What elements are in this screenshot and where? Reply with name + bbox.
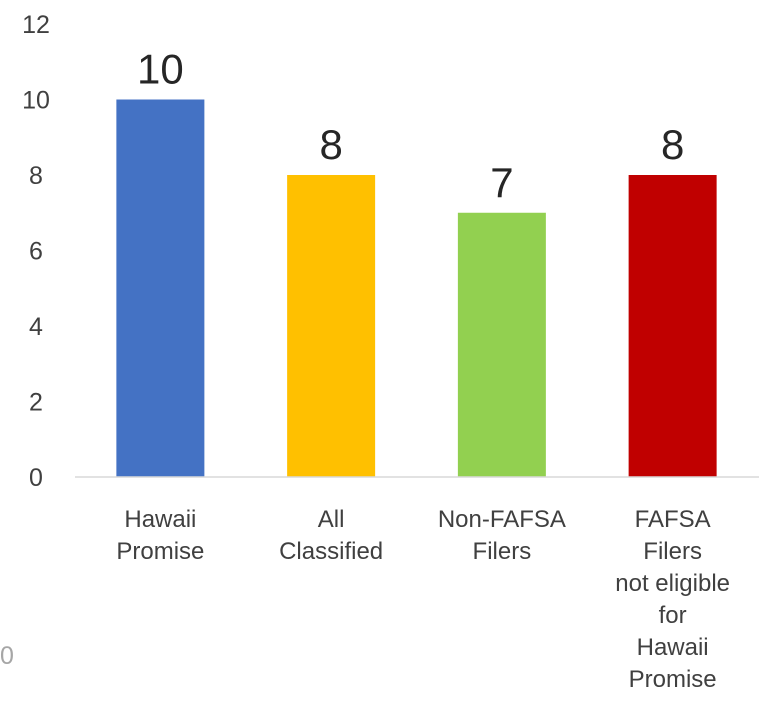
bar — [457, 212, 546, 477]
y-tick-label: 10 — [22, 87, 50, 115]
y-tick-label: 0 — [29, 464, 43, 492]
category-label: Promise — [629, 666, 717, 693]
category-labels: Hawaii Promise All Classified Non-FAFSA Filer… — [116, 506, 730, 693]
data-label: 8 — [319, 121, 342, 168]
bars — [116, 99, 717, 477]
bar — [628, 175, 717, 477]
category-label: Hawaii — [637, 634, 709, 661]
category-label: Hawaii — [124, 506, 196, 533]
category-label: Filers — [473, 538, 532, 565]
category-label: Promise — [116, 538, 204, 565]
data-label: 10 — [137, 46, 184, 93]
y-tick-label: 6 — [29, 238, 43, 266]
category-label: Filers — [643, 538, 702, 565]
category-label: FAFSA — [635, 506, 711, 533]
y-tick-label: 12 — [22, 11, 50, 39]
category-label: for — [659, 602, 687, 629]
y-axis-ticks: 0 2 4 6 8 10 12 — [22, 11, 50, 492]
data-label: 8 — [661, 121, 684, 168]
y-tick-label: 2 — [29, 389, 43, 417]
category-label: Classified — [279, 538, 383, 565]
category-label: Non-FAFSA — [438, 506, 566, 533]
category-label: All — [318, 506, 345, 533]
data-labels: 10 8 7 8 — [137, 46, 684, 206]
bar — [287, 175, 376, 477]
bar — [116, 99, 205, 477]
data-label: 7 — [490, 159, 513, 206]
y-tick-label: 4 — [29, 313, 43, 341]
category-label: not eligible — [615, 570, 730, 597]
stray-axis-text: 0 — [0, 642, 14, 670]
y-tick-label: 8 — [29, 162, 43, 190]
